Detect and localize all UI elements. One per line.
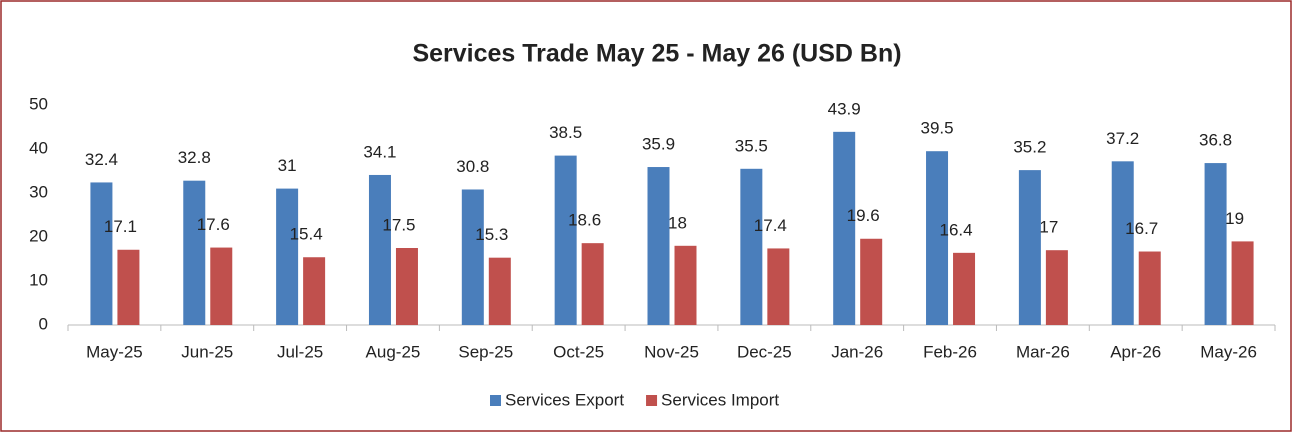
data-label: 30.8: [456, 157, 489, 176]
data-label: 32.8: [178, 148, 211, 167]
y-tick-label: 0: [39, 314, 48, 333]
y-tick-label: 50: [29, 94, 48, 113]
bar: [767, 248, 790, 325]
bar: [860, 238, 883, 325]
bar: [461, 189, 484, 325]
data-label: 37.2: [1106, 129, 1139, 148]
bar: [395, 248, 418, 325]
bar: [581, 243, 604, 325]
data-label: 18.6: [568, 211, 601, 230]
data-label: 17.6: [197, 215, 230, 234]
bar: [210, 247, 233, 325]
data-label: 19: [1225, 209, 1244, 228]
bar: [554, 155, 577, 325]
x-tick-label: May-25: [86, 342, 143, 361]
data-label: 39.5: [920, 119, 953, 138]
bar: [303, 257, 326, 325]
data-label: 35.2: [1013, 138, 1046, 157]
bar: [488, 257, 511, 325]
data-label: 31: [278, 156, 297, 175]
data-label: 15.3: [475, 225, 508, 244]
x-tick-label: Apr-26: [1110, 342, 1161, 361]
bar: [1018, 170, 1041, 325]
bar: [1231, 241, 1254, 325]
bar: [953, 252, 976, 325]
y-tick-label: 10: [29, 270, 48, 289]
legend-label: Services Export: [505, 390, 624, 409]
bar: [1204, 163, 1227, 325]
bar: [1138, 251, 1161, 325]
data-label: 36.8: [1199, 131, 1232, 150]
x-tick-label: Dec-25: [737, 342, 792, 361]
chart-title: Services Trade May 25 - May 26 (USD Bn): [412, 40, 901, 68]
data-label: 32.4: [85, 150, 118, 169]
bar: [926, 151, 949, 325]
data-label: 16.4: [939, 220, 972, 239]
data-label: 35.9: [642, 135, 675, 154]
bar: [740, 168, 763, 325]
data-label: 17: [1039, 218, 1058, 237]
data-label: 19.6: [847, 206, 880, 225]
bar: [647, 167, 670, 325]
x-tick-label: Nov-25: [644, 342, 699, 361]
x-tick-label: Feb-26: [923, 342, 977, 361]
x-tick-label: Aug-25: [366, 342, 421, 361]
x-tick-label: Jul-25: [277, 342, 323, 361]
legend-label: Services Import: [661, 390, 779, 409]
data-label: 43.9: [828, 99, 861, 118]
x-tick-label: Oct-25: [553, 342, 604, 361]
x-tick-label: Mar-26: [1016, 342, 1070, 361]
x-tick-label: Jan-26: [831, 342, 883, 361]
bar: [1045, 250, 1068, 325]
x-tick-label: Jun-25: [181, 342, 233, 361]
bar: [90, 182, 113, 325]
bar: [183, 180, 206, 325]
bar: [1111, 161, 1134, 325]
x-tick-label: May-26: [1200, 342, 1257, 361]
x-tick-label: Sep-25: [458, 342, 513, 361]
data-label: 34.1: [363, 142, 396, 161]
bar: [276, 188, 299, 325]
bar: [117, 249, 140, 325]
legend-swatch: [490, 395, 501, 406]
data-label: 16.7: [1125, 219, 1158, 238]
y-tick-label: 30: [29, 182, 48, 201]
data-label: 17.4: [754, 216, 787, 235]
legend-swatch: [646, 395, 658, 406]
data-label: 38.5: [549, 123, 582, 142]
data-label: 35.5: [735, 136, 768, 155]
bar: [368, 174, 391, 325]
bar: [674, 245, 697, 325]
y-tick-label: 20: [29, 226, 48, 245]
data-label: 15.4: [290, 225, 323, 244]
data-label: 18: [668, 213, 687, 232]
bar: [833, 131, 856, 325]
data-label: 17.1: [104, 217, 137, 236]
data-label: 17.5: [382, 215, 415, 234]
y-tick-label: 40: [29, 138, 48, 157]
